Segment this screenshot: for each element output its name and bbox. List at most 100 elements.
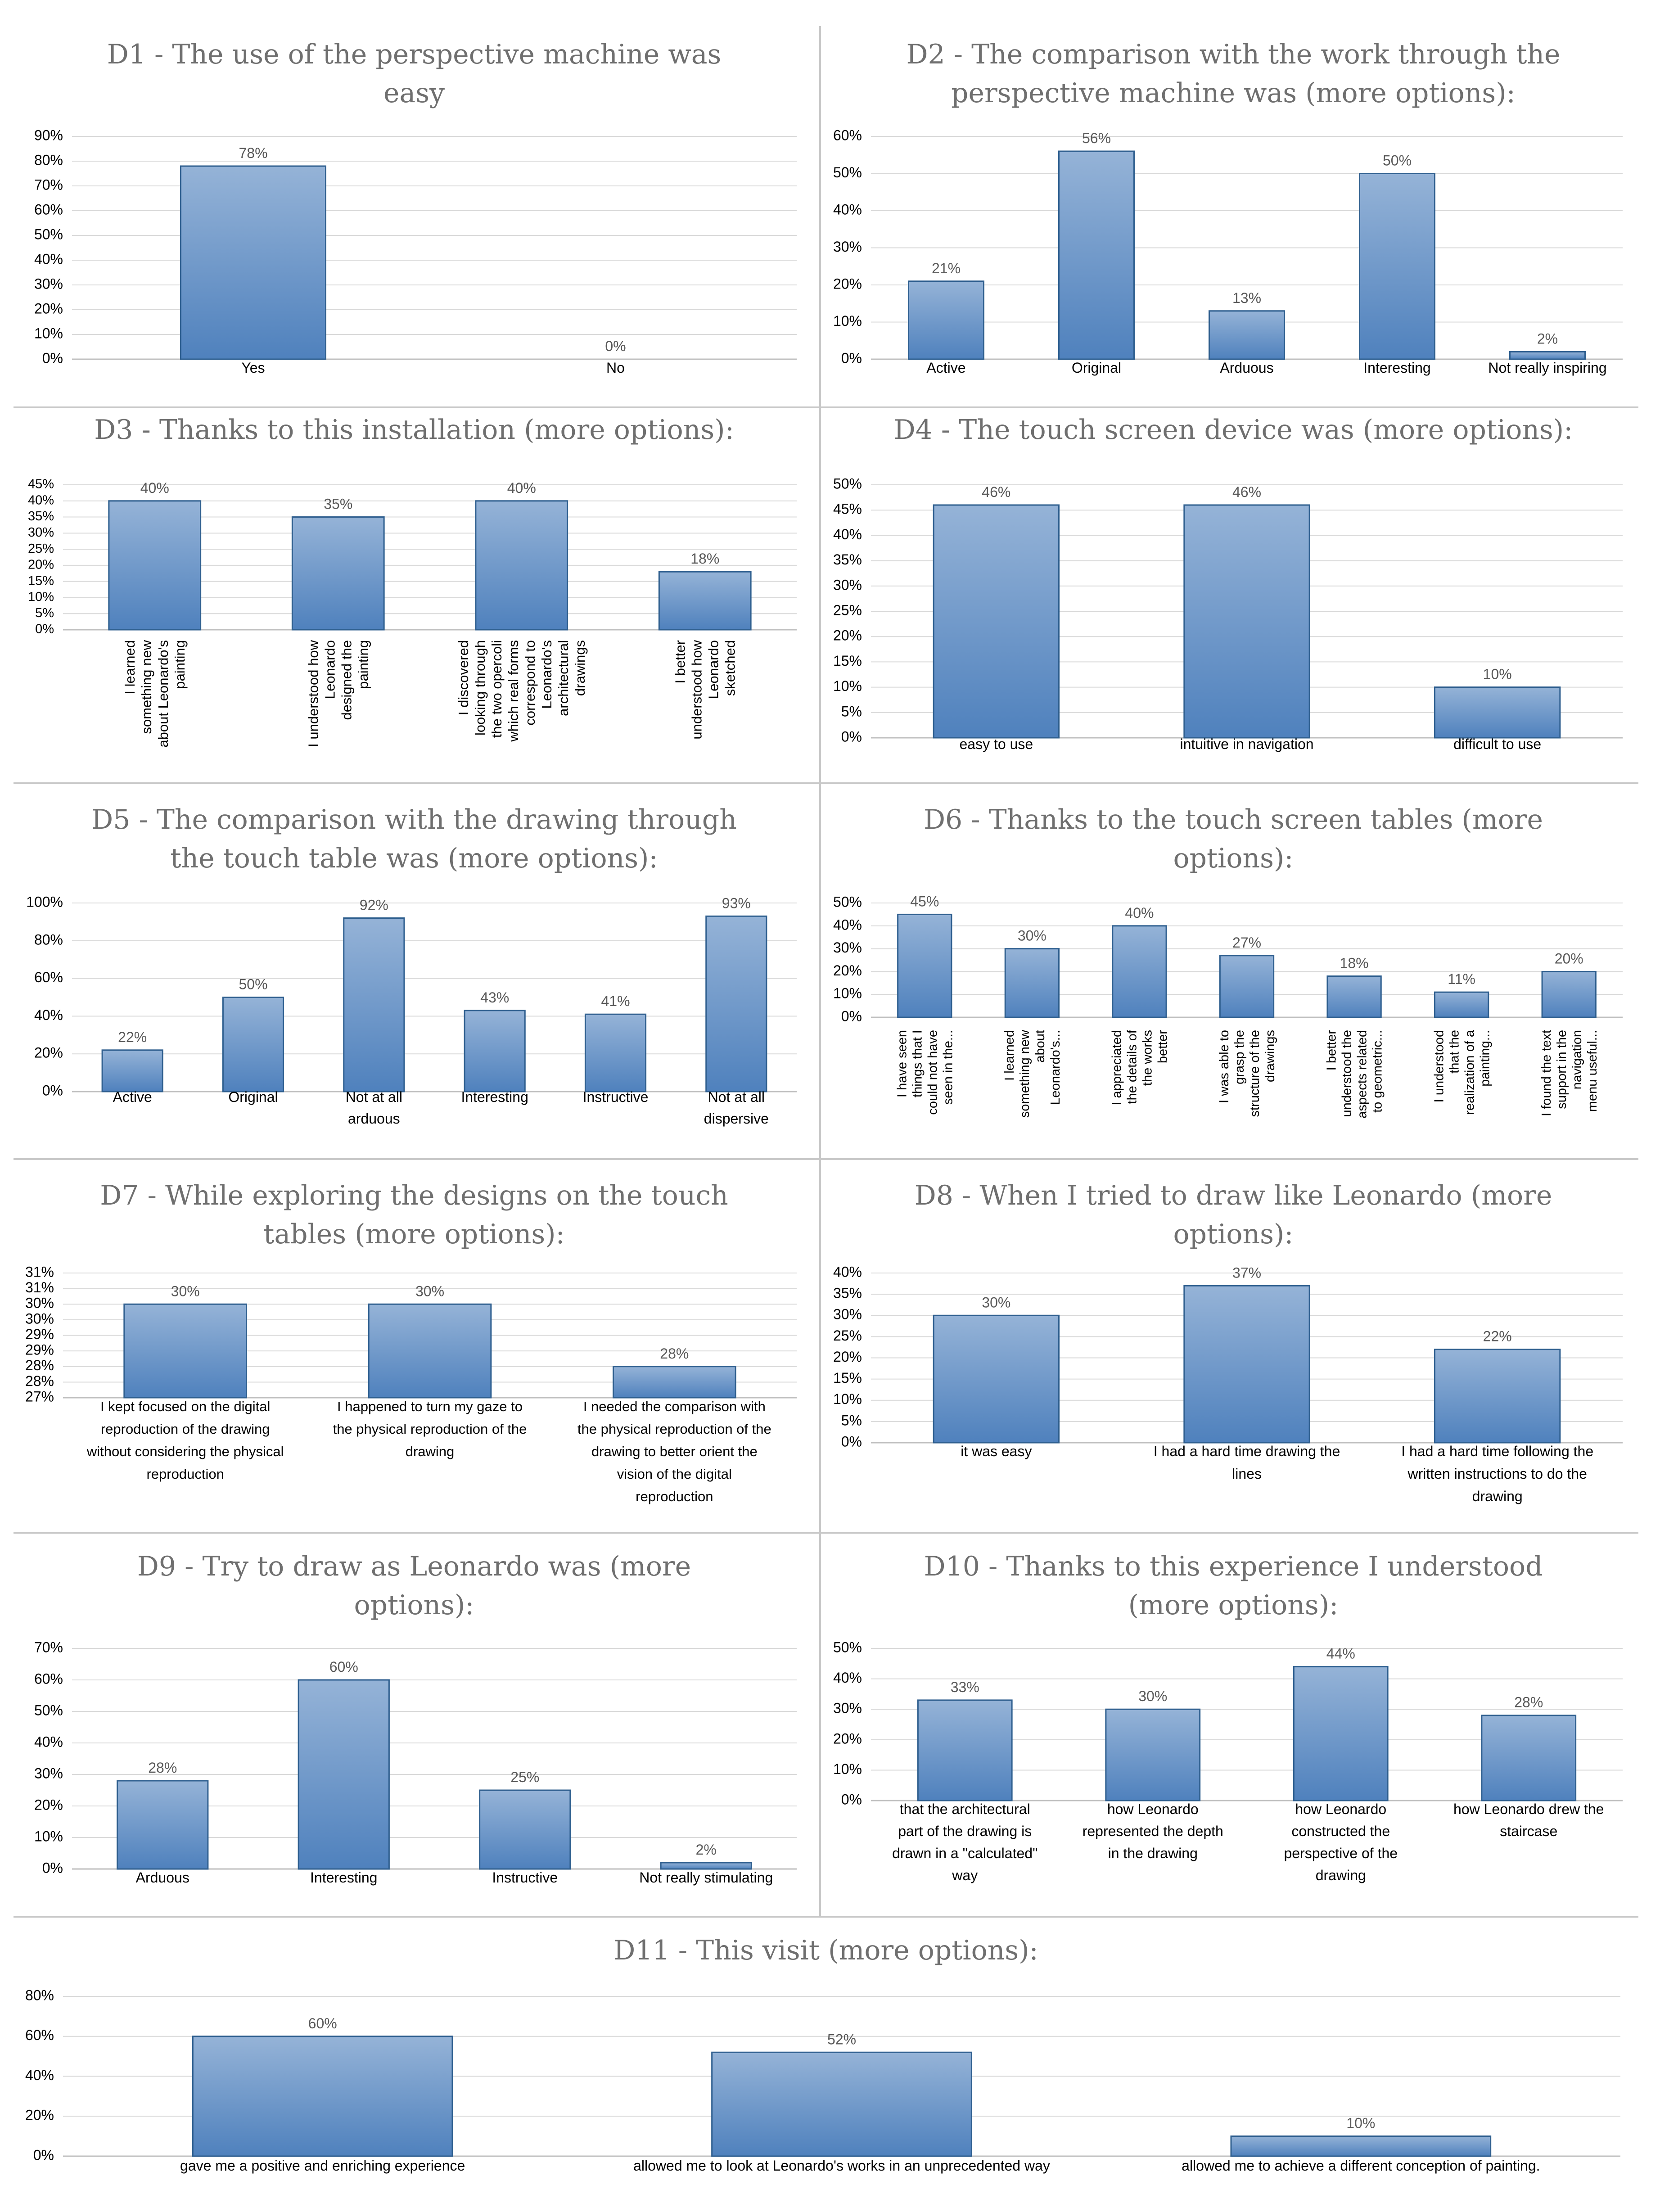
- bar-2: [1058, 150, 1135, 360]
- value-label: 11%: [1448, 971, 1475, 987]
- y-tick-label: 70%: [34, 1639, 63, 1655]
- bar-1: [101, 1049, 163, 1092]
- y-tick-label: 40%: [833, 201, 862, 217]
- chart-panel-d4: D4 - The touch screen device was (more o…: [826, 411, 1641, 780]
- y-tick-label: 31%: [25, 1279, 54, 1296]
- svg-text:about Leonardo's: about Leonardo's: [155, 640, 171, 748]
- y-tick-label: 25%: [833, 602, 862, 618]
- bar-1: [117, 1780, 209, 1870]
- category-label: I was able to grasp the structure of the dr…: [1217, 1030, 1277, 1117]
- chart-title-d10: D10 - Thanks to this experience I unders…: [924, 1551, 1543, 1621]
- value-label: 35%: [324, 496, 352, 512]
- y-tick-label: 70%: [34, 176, 63, 193]
- chart-panel-d10: D10 - Thanks to this experience I unders…: [826, 1536, 1641, 1914]
- category-label: I kept focused on the digital reproductio…: [86, 1399, 284, 1482]
- category-label: Yes: [241, 360, 265, 376]
- chart-panel-d11: D11 - This visit (more options): 0% 20% 40…: [14, 1920, 1638, 2208]
- svg-text:navigation: navigation: [1570, 1030, 1584, 1089]
- category-label: Instructive: [583, 1089, 649, 1105]
- value-label: 2%: [1537, 331, 1558, 347]
- bar-1: [908, 280, 984, 360]
- y-tick-label: 45%: [833, 501, 862, 517]
- y-tick-label: 40%: [34, 251, 63, 267]
- svg-text:designed the: designed the: [339, 640, 355, 720]
- value-label: 28%: [148, 1760, 177, 1776]
- chart-panel-d2: D2 - The comparison with the work throug…: [826, 26, 1641, 404]
- y-tick-label: 50%: [833, 894, 862, 910]
- category-label: Not at all dispersive: [704, 1089, 769, 1127]
- bar-1: [108, 500, 202, 631]
- svg-text:better: better: [1156, 1030, 1170, 1063]
- bar-3: [613, 1366, 736, 1399]
- bar-1: [180, 165, 326, 360]
- category-label: easy to use: [960, 736, 1033, 752]
- y-tick-label: 40%: [25, 2067, 54, 2083]
- value-label: 22%: [118, 1029, 147, 1045]
- chart-panel-d6: D6 - Thanks to the touch screen tables (…: [826, 787, 1641, 1156]
- y-tick-label: 35%: [833, 551, 862, 568]
- value-label: 0%: [605, 338, 626, 354]
- y-tick-label: 10%: [833, 678, 862, 694]
- bar-2: [1183, 1285, 1310, 1444]
- value-label: 40%: [140, 480, 169, 496]
- y-tick-label: 28%: [25, 1373, 54, 1389]
- bar-2: [1183, 504, 1310, 739]
- value-label: 44%: [1326, 1646, 1355, 1662]
- bar-1: [933, 1314, 1060, 1444]
- chart-title-d5: D5 - The comparison with the drawing thr…: [91, 804, 737, 874]
- value-label: 28%: [1514, 1694, 1543, 1711]
- chart-panel-d1: D1 - The use of the perspective machine …: [14, 26, 815, 404]
- category-label: Original: [228, 1089, 278, 1105]
- chart-title-d2: D2 - The comparison with the work throug…: [906, 39, 1561, 109]
- svg-text:painting: painting: [172, 640, 188, 689]
- category-label: Original: [1072, 360, 1121, 376]
- bar-4: [1481, 1715, 1577, 1801]
- y-tick-label: 10%: [34, 325, 63, 341]
- y-tick-label: 5%: [841, 1412, 862, 1428]
- bar-chart-d4: 0% 5% 10% 15% 20% 25% 30% 35% 40% 45% 50% 46% easy t…: [833, 475, 1623, 752]
- value-label: 41%: [601, 993, 630, 1009]
- y-tick-label: 20%: [833, 627, 862, 644]
- y-tick-label: 27%: [25, 1388, 54, 1404]
- category-label: Active: [113, 1089, 152, 1105]
- svg-text:which real forms: which real forms: [505, 640, 521, 742]
- category-label: I happened to turn my gaze to the physica…: [333, 1399, 527, 1459]
- value-label: 78%: [239, 145, 267, 161]
- y-tick-label: 100%: [26, 894, 63, 910]
- y-tick-label: 0%: [841, 1008, 862, 1024]
- chart-title-d8: D8 - When I tried to draw like Leonardo …: [914, 1180, 1552, 1250]
- value-label: 30%: [415, 1283, 444, 1299]
- y-tick-label: 30%: [25, 1310, 54, 1327]
- y-tick-label: 60%: [34, 1670, 63, 1687]
- value-label: 18%: [1340, 955, 1369, 971]
- category-label: Interesting: [310, 1869, 377, 1886]
- value-label: 46%: [1232, 484, 1261, 500]
- category-label: Arduous: [1220, 360, 1273, 376]
- svg-text:understood how: understood how: [689, 640, 705, 739]
- value-label: 40%: [507, 480, 536, 496]
- y-tick-label: 0%: [42, 1082, 63, 1098]
- bar-4: [1219, 955, 1275, 1018]
- svg-text:correspond to: correspond to: [522, 640, 538, 726]
- bar-1: [933, 504, 1060, 739]
- svg-text:sketched: sketched: [722, 640, 738, 696]
- y-tick-label: 30%: [833, 939, 862, 956]
- y-tick-label: 15%: [833, 653, 862, 669]
- bar-3: [475, 500, 568, 631]
- y-tick-label: 35%: [28, 509, 54, 524]
- chart-panel-d3: D3 - Thanks to this installation (more o…: [14, 411, 815, 780]
- bar-2: [1105, 1708, 1201, 1801]
- category-label: Not really inspiring: [1488, 360, 1606, 376]
- y-tick-label: 20%: [34, 1045, 63, 1061]
- y-tick-label: 25%: [833, 1327, 862, 1344]
- y-tick-label: 80%: [34, 152, 63, 168]
- svg-text:I appreciated: I appreciated: [1110, 1030, 1124, 1106]
- chart-title-d9: D9 - Try to draw as Leonardo was (more o…: [137, 1551, 691, 1621]
- y-tick-label: 29%: [25, 1326, 54, 1342]
- svg-text:I found the text: I found the text: [1539, 1030, 1554, 1116]
- y-tick-label: 0%: [841, 350, 862, 366]
- chart-panel-d8: D8 - When I tried to draw like Leonardo …: [826, 1163, 1641, 1530]
- value-label: 10%: [1483, 666, 1512, 682]
- svg-text:Leonardo: Leonardo: [322, 640, 338, 699]
- y-tick-label: 20%: [833, 962, 862, 979]
